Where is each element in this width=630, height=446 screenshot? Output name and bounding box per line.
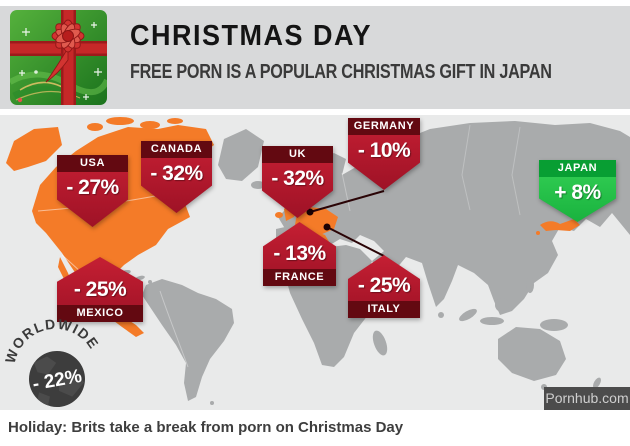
header-banner: CHRISTMAS DAY FREE PORN IS A POPULAR CHR…	[0, 6, 630, 109]
marker-canada: CANADA - 32%	[141, 141, 212, 213]
marker-usa: USA - 27%	[57, 155, 128, 227]
christmas-gift-icon	[10, 10, 107, 105]
marker-mexico-value: - 25%	[73, 278, 127, 301]
marker-uk-value: - 32%	[271, 167, 324, 190]
marker-mexico-label: MEXICO	[57, 305, 143, 322]
marker-usa-value: - 27%	[66, 176, 119, 199]
marker-uk: UK - 32%	[262, 146, 333, 218]
marker-uk-label: UK	[262, 146, 333, 163]
gift-bow	[51, 19, 85, 53]
watermark-pornhub: Pornhub.com	[544, 387, 630, 410]
marker-italy: - 25% ITALY	[348, 255, 420, 318]
marker-japan-label: JAPAN	[539, 160, 616, 177]
marker-japan: JAPAN + 8%	[539, 160, 616, 222]
marker-france-label: FRANCE	[263, 269, 336, 286]
marker-germany-label: GERMANY	[348, 118, 420, 135]
globe-texture	[33, 356, 84, 408]
worldwide-badge: WORLDWIDE - 22%	[0, 308, 104, 408]
marker-france-value: - 13%	[273, 242, 326, 265]
marker-italy-label: ITALY	[348, 301, 420, 318]
sparkles	[19, 22, 102, 100]
header-titles: CHRISTMAS DAY FREE PORN IS A POPULAR CHR…	[130, 20, 599, 83]
marker-mexico: - 25% MEXICO	[57, 257, 143, 322]
marker-canada-value: - 32%	[150, 162, 203, 185]
caption-bar: Holiday: Brits take a break from porn on…	[0, 410, 630, 446]
marker-germany: GERMANY - 10%	[348, 118, 420, 190]
marker-italy-value: - 25%	[357, 274, 411, 297]
marker-france: - 13% FRANCE	[263, 222, 336, 286]
world-map: USA - 27% CANADA - 32% UK - 32% GERMANY …	[0, 115, 630, 410]
marker-germany-value: - 10%	[357, 139, 411, 162]
marker-connector-lines	[306, 190, 385, 257]
marker-canada-label: CANADA	[141, 141, 212, 158]
page-subtitle: FREE PORN IS A POPULAR CHRISTMAS GIFT IN…	[130, 60, 552, 83]
marker-japan-value: + 8%	[554, 181, 601, 204]
page-title: CHRISTMAS DAY	[130, 20, 373, 52]
marker-usa-label: USA	[57, 155, 128, 172]
caption-text: Holiday: Brits take a break from porn on…	[8, 419, 404, 436]
